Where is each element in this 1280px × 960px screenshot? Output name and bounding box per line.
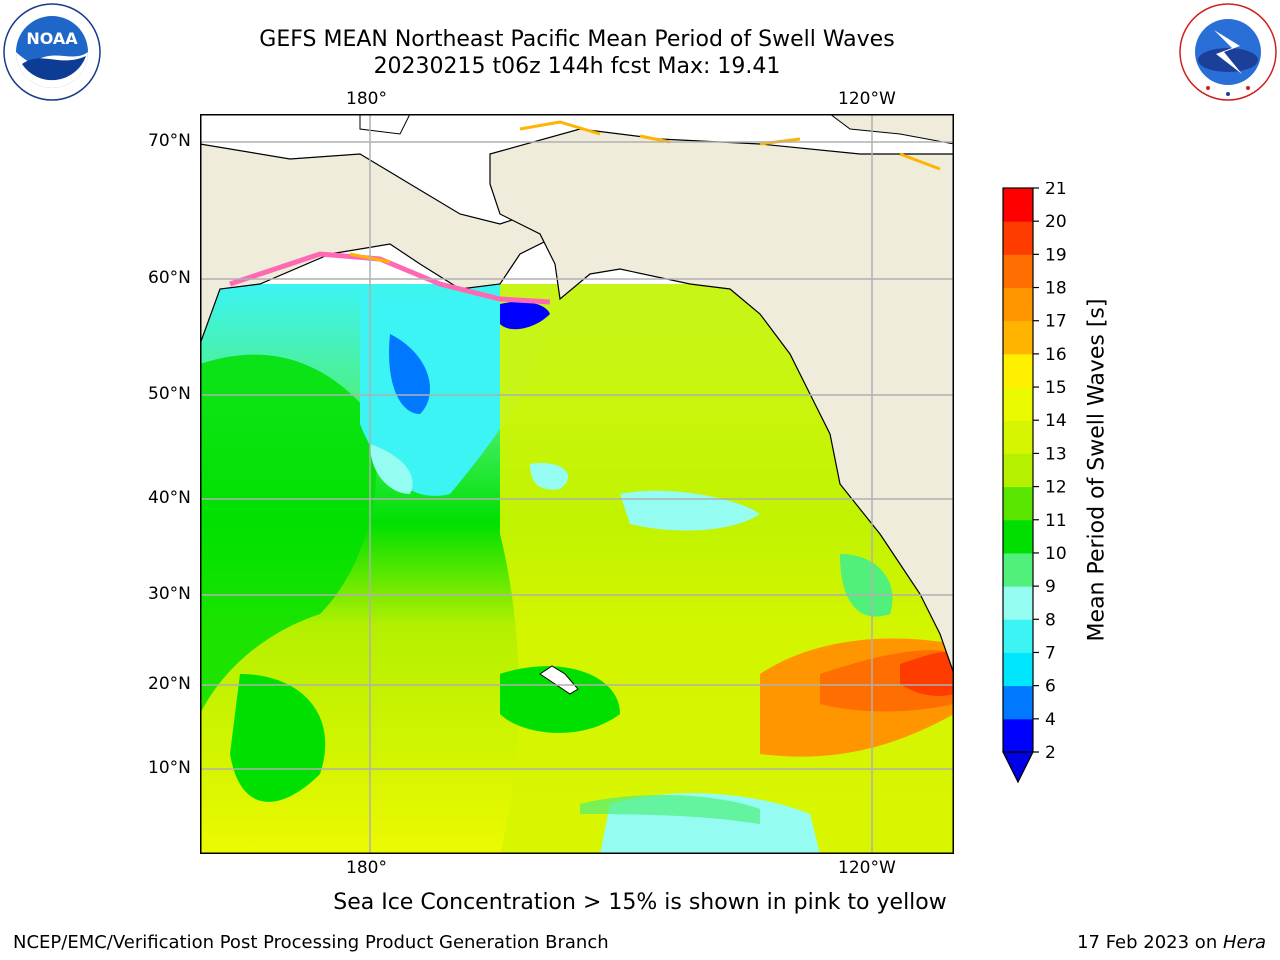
colorbar-tick-label: 20 [1045,212,1067,232]
colorbar-segment [1003,420,1033,454]
colorbar-segment [1003,188,1033,222]
colorbar-tick-label: 16 [1045,345,1067,365]
colorbar-segment [1003,552,1033,587]
lat-label: 60°N [148,268,191,288]
colorbar-segment [1003,287,1033,322]
colorbar-segment [1003,685,1033,720]
footer-credit: NCEP/EMC/Verification Post Processing Pr… [13,932,609,953]
nws-logo-icon [1179,3,1277,101]
lat-label: 10°N [148,758,191,778]
noaa-logo-text: NOAA [26,29,78,48]
plot-subtitle: 20230215 t06z 144h fcst Max: 19.41 [373,54,781,79]
colorbar-tick-label: 10 [1045,544,1067,564]
footer-date: 17 Feb 2023 on Hera [1077,932,1266,953]
colorbar-segment [1003,486,1033,521]
lon-label-bottom: 180° [346,858,387,878]
swell-period-map [200,114,954,854]
landmass [200,114,954,695]
lat-label: 70°N [148,131,191,151]
colorbar-tick-label: 8 [1045,610,1056,630]
lat-label: 40°N [148,488,191,508]
colorbar-tick-label: 11 [1045,511,1067,531]
colorbar-tick-label: 9 [1045,577,1056,597]
colorbar-border [1002,187,1034,753]
plot-title: GEFS MEAN Northeast Pacific Mean Period … [259,27,895,52]
colorbar-tick-label: 4 [1045,710,1056,730]
colorbar-tick-label: 12 [1045,478,1067,498]
colorbar-tick-label: 21 [1045,182,1067,199]
colorbar-tick-label: 6 [1045,677,1056,697]
colorbar-segment [1003,718,1033,753]
colorbar-segment [1003,586,1033,620]
colorbar-segment [1003,320,1033,355]
colorbar-tick-label: 7 [1045,643,1056,663]
colorbar-segment [1003,353,1033,388]
swell-field-patches [200,284,954,854]
colorbar-tick-label: 14 [1045,411,1067,431]
footer-date-text: 17 Feb 2023 on [1077,932,1223,953]
colorbar-segment [1003,619,1033,653]
lon-label-top: 120°W [838,89,896,109]
colorbar-segment [1003,652,1033,687]
colorbar-segment [1003,519,1033,554]
colorbar-segment [1003,387,1033,421]
colorbar-extension [1002,751,1034,784]
map-border [200,114,954,854]
colorbar-tick-label: 15 [1045,378,1067,398]
footer-host: Hera [1222,932,1266,953]
colorbar-tick-label: 17 [1045,312,1067,332]
lat-label: 50°N [148,384,191,404]
lon-label-bottom: 120°W [838,858,896,878]
colorbar-tick-label: 2 [1045,743,1056,763]
colorbar-tick-label: 18 [1045,279,1067,299]
lat-label: 20°N [148,674,191,694]
sea-ice-note: Sea Ice Concentration > 15% is shown in … [333,890,947,915]
lat-label: 30°N [148,584,191,604]
noaa-logo-icon: NOAA [3,3,101,101]
graticule [200,114,954,854]
colorbar-tick-label: 19 [1045,245,1067,265]
colorbar-segment [1003,453,1033,488]
lon-label-top: 180° [346,89,387,109]
colorbar-tick-label: 13 [1045,444,1067,464]
colorbar-segment [1003,221,1033,255]
colorbar-segment [1003,254,1033,289]
colorbar: 2 4 6 7 8 9 10 11 12 13 14 15 16 17 18 19 20 21 [1002,182,1067,784]
